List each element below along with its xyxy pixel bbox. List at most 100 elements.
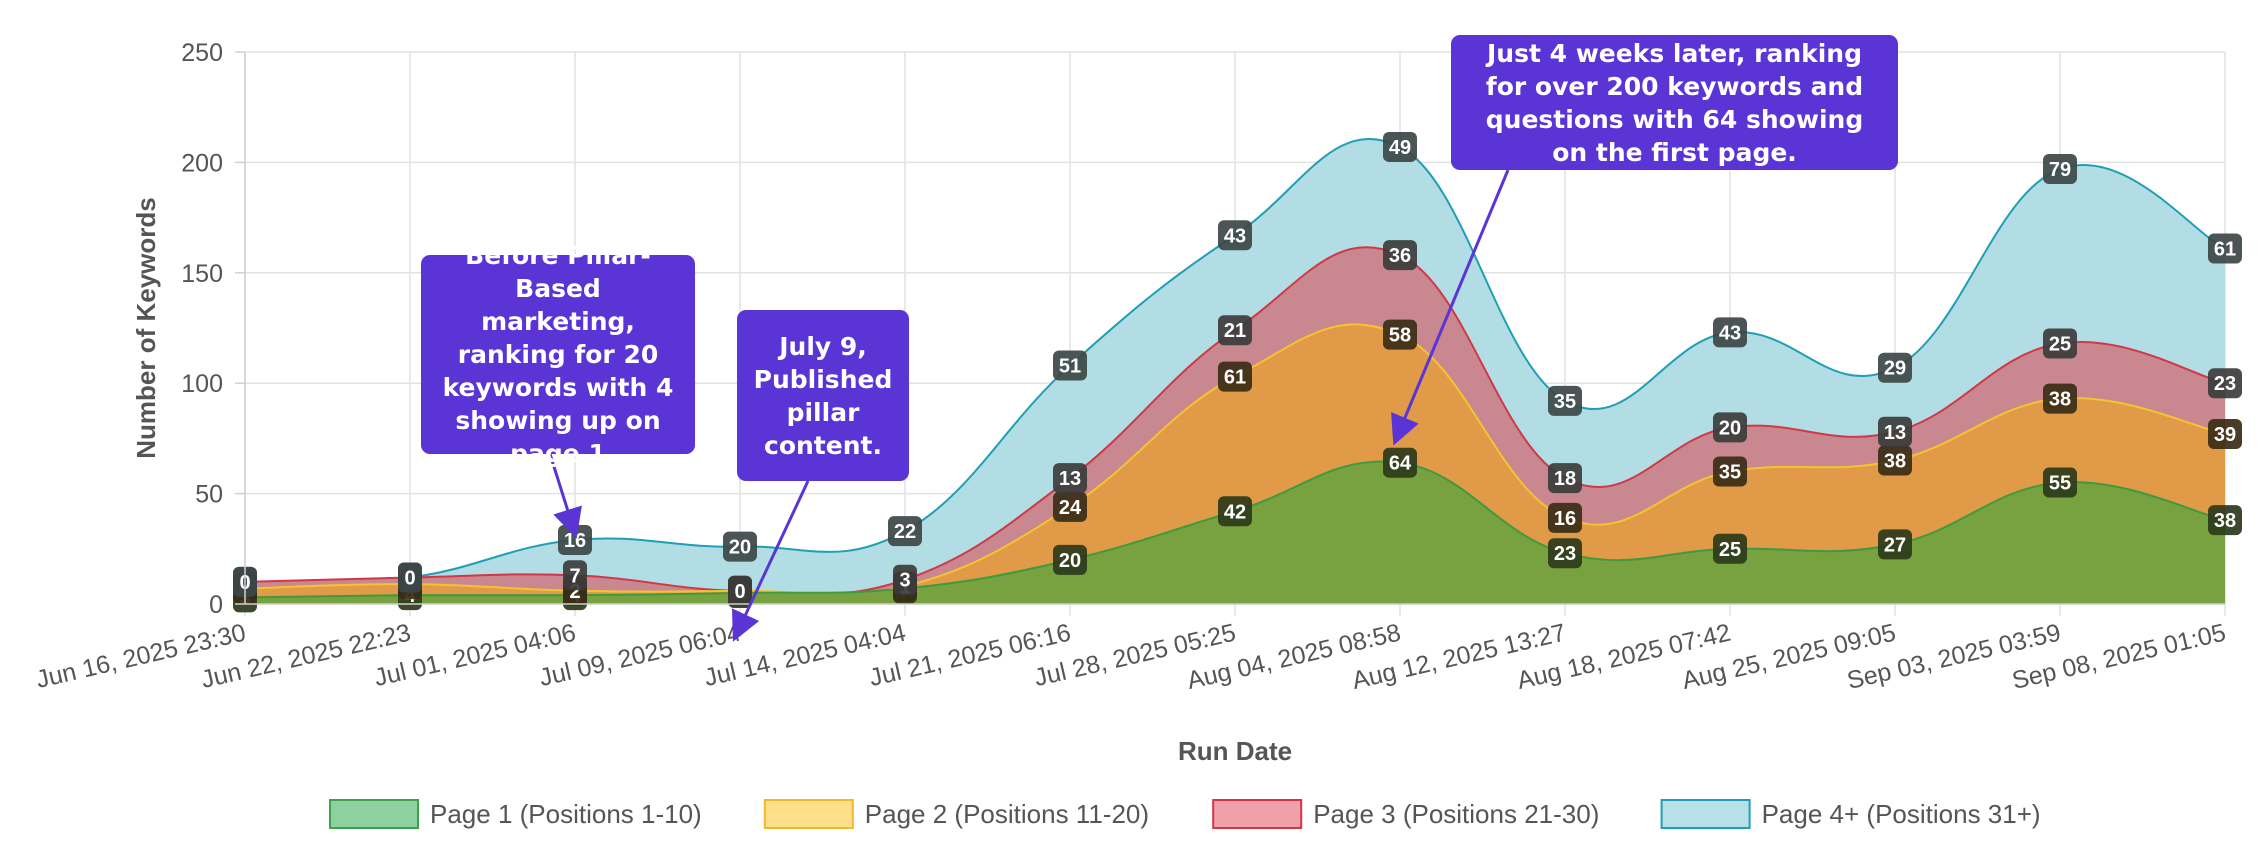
data-label-bg <box>2208 505 2242 536</box>
data-label-bg <box>1878 445 1912 476</box>
area-series-1 <box>245 461 2225 604</box>
data-label: 3 <box>899 570 910 592</box>
data-label: 79 <box>2049 159 2071 181</box>
data-label-bg <box>563 560 587 591</box>
y-tick-label: 200 <box>181 149 223 177</box>
y-tick-label: 250 <box>181 39 223 67</box>
data-label: 2 <box>569 581 580 603</box>
data-label: 18 <box>1554 468 1576 490</box>
y-tick-label: 50 <box>195 481 223 509</box>
data-label: 58 <box>1389 325 1411 347</box>
data-label-bg <box>1218 361 1252 392</box>
annotation-four-weeks-later: Just 4 weeks later, ranking for over 200… <box>1451 35 1898 170</box>
data-label-bg <box>1548 385 1582 416</box>
data-label-bg <box>728 575 752 606</box>
data-label: 64 <box>1389 453 1412 475</box>
data-label-bg <box>1383 131 1417 162</box>
annotation-arrow <box>548 453 582 539</box>
data-label: 24 <box>1059 497 1082 519</box>
data-label: 13 <box>1059 468 1081 490</box>
data-label-bg <box>1548 538 1582 569</box>
data-label-bg <box>1878 416 1912 447</box>
data-label: 27 <box>1884 534 1906 556</box>
data-label: 38 <box>2214 510 2236 532</box>
legend-swatch <box>1212 799 1303 829</box>
data-label: 43 <box>1224 225 1246 247</box>
data-label: 38 <box>2049 389 2071 411</box>
data-label-bg <box>2043 383 2077 414</box>
legend-swatch <box>763 799 854 829</box>
data-label-bg <box>1548 463 1582 494</box>
data-label-bg <box>1053 491 1087 522</box>
data-label: 61 <box>2214 239 2236 261</box>
x-axis-title: Run Date <box>1178 736 1292 766</box>
data-label: 61 <box>1224 367 1246 389</box>
data-label-bg <box>1053 463 1087 494</box>
annotation-before-pillar: Before Pillar-Based marketing, ranking f… <box>421 241 695 468</box>
data-label-bg <box>723 531 757 562</box>
data-label: 21 <box>1224 320 1246 342</box>
data-label: 39 <box>2214 424 2236 446</box>
data-label: 20 <box>729 537 751 559</box>
data-label-bg <box>398 562 422 593</box>
data-label-bg <box>2043 467 2077 498</box>
y-tick-label: 0 <box>209 591 223 619</box>
data-label-bg <box>1053 544 1087 575</box>
data-label: 29 <box>1884 358 1906 380</box>
legend-swatch <box>1660 799 1751 829</box>
data-label: 55 <box>2049 473 2071 495</box>
data-label: 7 <box>569 565 580 587</box>
y-axis-title: Number of Keywords <box>131 197 161 459</box>
data-label: 23 <box>1554 543 1576 565</box>
data-label: 42 <box>1224 501 1246 523</box>
data-label-bg <box>1713 456 1747 487</box>
annotation-arrows <box>548 169 1510 642</box>
data-label: 25 <box>2049 333 2071 355</box>
data-label-bg <box>2208 233 2242 264</box>
data-label: 35 <box>1554 391 1576 413</box>
data-label-bg <box>1383 319 1417 350</box>
data-label: 16 <box>564 530 586 552</box>
annotation-arrow <box>1391 169 1510 446</box>
data-label-bg <box>1713 317 1747 348</box>
data-label: 13 <box>1884 422 1906 444</box>
data-label: 0 <box>734 581 745 603</box>
data-label-bg <box>1218 315 1252 346</box>
legend-label: Page 2 (Positions 11-20) <box>865 799 1149 829</box>
data-label-bg <box>2043 154 2077 185</box>
y-tick-label: 150 <box>181 260 223 288</box>
data-label-bg <box>1053 350 1087 381</box>
data-label-bg <box>1218 496 1252 527</box>
data-label: 36 <box>1389 245 1411 267</box>
data-label-bg <box>1383 240 1417 271</box>
legend-label: Page 3 (Positions 21-30) <box>1313 799 1599 829</box>
legend-swatch <box>329 799 419 829</box>
data-label-bg <box>1878 529 1912 560</box>
data-label: 51 <box>1059 356 1081 378</box>
data-label: 20 <box>1719 417 1741 439</box>
y-tick-label: 100 <box>181 370 223 398</box>
data-labels: 3445720426423252755384521124615816353838… <box>233 131 2242 613</box>
data-label: 38 <box>1884 450 1906 472</box>
data-label-bg <box>1383 447 1417 478</box>
data-label: 16 <box>1554 508 1576 530</box>
annotation-arrow <box>732 480 810 642</box>
data-label: 49 <box>1389 137 1411 159</box>
data-label-bg <box>888 516 922 547</box>
data-label: 25 <box>1719 539 1741 561</box>
data-label-bg <box>1218 220 1252 251</box>
data-label: 22 <box>894 521 916 543</box>
data-label: 0 <box>404 568 415 590</box>
data-label: 43 <box>1719 322 1741 344</box>
data-label-bg <box>2043 328 2077 359</box>
data-label-bg <box>1878 352 1912 383</box>
data-label-bg <box>893 564 917 595</box>
annotation-published-pillar: July 9, Published pillar content. <box>737 310 909 481</box>
data-label-bg <box>1548 502 1582 533</box>
data-label-bg <box>1713 533 1747 564</box>
legend-label: Page 4+ (Positions 31+) <box>1762 799 2041 829</box>
data-label: 35 <box>1719 462 1741 484</box>
legend-label: Page 1 (Positions 1-10) <box>430 799 702 829</box>
